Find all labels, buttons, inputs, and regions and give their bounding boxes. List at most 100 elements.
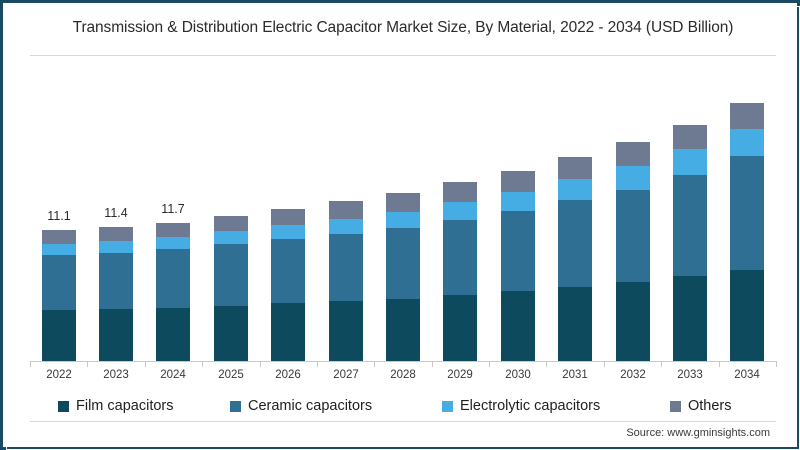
legend-label: Film capacitors [76,398,174,414]
bar-stack [99,227,133,361]
bar-segment [730,129,764,156]
bar-stack [271,209,305,361]
bar-column [42,230,76,361]
legend-label: Ceramic capacitors [248,398,373,414]
chart-legend: Film capacitors Ceramic capacitors Electro… [30,395,776,419]
x-axis-tick [145,361,146,367]
legend-swatch-icon [230,400,241,412]
bar-segment [443,220,477,295]
bar-segment [386,193,420,212]
bar-stack [42,230,76,361]
bar-segment [271,303,305,361]
bar-column [730,103,764,361]
x-axis-tick [719,361,720,367]
bar-segment [99,253,133,309]
bar-stack [386,193,420,361]
x-axis-tick [776,361,777,367]
bar-segment [271,225,305,239]
bar-column [329,201,363,361]
x-axis-label: 2031 [562,369,588,381]
bar-segment [156,308,190,361]
bar-segment [501,291,535,361]
bar-column [501,171,535,361]
bar-segment [730,156,764,270]
bar-segment [558,200,592,287]
bar-segment [99,227,133,241]
x-axis-tick [604,361,605,367]
bar-stack [616,142,650,361]
bar-segment [214,216,248,231]
bar-segment [673,149,707,175]
legend-item-others[interactable]: Others [670,395,732,417]
x-axis-tick [30,361,31,367]
x-axis-line [30,361,776,362]
x-axis-label: 2032 [620,369,646,381]
bar-column [156,223,190,361]
bar-segment [616,190,650,282]
bar-segment [214,231,248,244]
bar-segment [271,239,305,303]
bar-segment [730,270,764,361]
bar-value-label: 11.7 [161,202,185,216]
x-axis-label: 2024 [160,369,186,381]
x-axis-tick [546,361,547,367]
x-axis-label: 2028 [390,369,416,381]
x-axis-label: 2029 [447,369,473,381]
bar-segment [329,301,363,361]
legend-item-ceramic-capacitors[interactable]: Ceramic capacitors [230,395,372,417]
bar-segment [443,202,477,220]
bar-segment [558,287,592,361]
bar-segment [501,192,535,211]
x-axis-label: 2030 [505,369,531,381]
x-axis-label: 2025 [218,369,244,381]
x-axis-label: 2022 [46,369,72,381]
bar-stack [558,157,592,361]
bar-stack [673,125,707,361]
legend-swatch-icon [442,400,453,412]
bar-segment [214,244,248,306]
bar-segment [443,182,477,202]
bar-segment [329,234,363,301]
x-axis-tick [202,361,203,367]
bar-segment [558,157,592,179]
bar-segment [616,282,650,361]
bar-segment [673,175,707,276]
legend-label: Electrolytic capacitors [460,398,601,414]
bar-value-label: 11.4 [104,206,128,220]
x-axis-tick [87,361,88,367]
bar-segment [156,223,190,237]
bar-segment [501,211,535,291]
bar-segment [501,171,535,192]
x-axis-label: 2026 [275,369,301,381]
legend-item-electrolytic-capacitors[interactable]: Electrolytic capacitors [442,395,600,417]
x-axis-tick [260,361,261,367]
legend-label: Others [688,398,732,414]
bar-stack [501,171,535,361]
x-axis-tick [374,361,375,367]
bar-segment [730,103,764,129]
x-axis-tick [661,361,662,367]
bar-segment [673,125,707,149]
legend-divider [30,421,776,422]
legend-swatch-icon [670,400,681,412]
chart-title: Transmission & Distribution Electric Cap… [72,19,734,36]
legend-swatch-icon [58,400,69,412]
bar-segment [156,237,190,249]
bar-segment [42,310,76,361]
bar-column [214,216,248,361]
legend-item-film-capacitors[interactable]: Film capacitors [58,395,174,417]
x-axis-tick [317,361,318,367]
bar-column [99,227,133,361]
bar-segment [214,306,248,361]
bar-column [271,209,305,361]
bar-segment [156,249,190,308]
bar-value-label: 11.1 [47,209,71,223]
bar-column [616,142,650,361]
bar-segment [99,241,133,253]
source-note: Source: www.gminsights.com [626,427,770,439]
bar-segment [386,299,420,361]
bar-segment [271,209,305,225]
bar-segment [329,201,363,219]
bar-segment [616,166,650,190]
bar-segment [42,230,76,244]
